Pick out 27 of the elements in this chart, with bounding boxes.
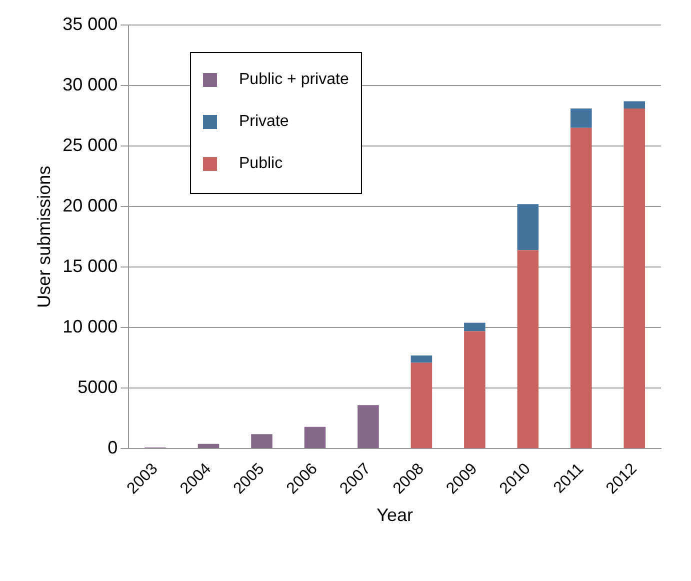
y-tick-label: 30 000 xyxy=(62,74,118,94)
bar xyxy=(358,405,379,448)
bar xyxy=(198,444,220,448)
y-tick-label: 10 000 xyxy=(62,316,118,337)
bar xyxy=(410,355,432,363)
y-tick-label: 5000 xyxy=(78,377,118,398)
bar xyxy=(410,362,432,448)
bar xyxy=(517,204,539,250)
x-axis-title: Year xyxy=(376,505,414,526)
legend-label: Public + private xyxy=(239,71,349,89)
bar xyxy=(464,322,486,332)
legend-label: Public xyxy=(239,155,283,173)
bar xyxy=(624,101,646,109)
bar xyxy=(251,434,272,448)
bar xyxy=(624,108,646,448)
bar xyxy=(304,426,326,448)
y-tick-label: 35 000 xyxy=(62,14,118,34)
bar xyxy=(570,128,592,448)
bar xyxy=(464,331,486,448)
y-tick-label: 0 xyxy=(108,438,118,458)
y-axis-title: User submissions xyxy=(34,166,54,308)
legend-label: Private xyxy=(239,113,289,131)
y-tick-label: 20 000 xyxy=(62,196,118,216)
y-tick-label: 25 000 xyxy=(62,135,118,156)
y-tick-label: 15 000 xyxy=(62,256,118,276)
bar xyxy=(570,108,592,128)
bar xyxy=(517,250,539,448)
